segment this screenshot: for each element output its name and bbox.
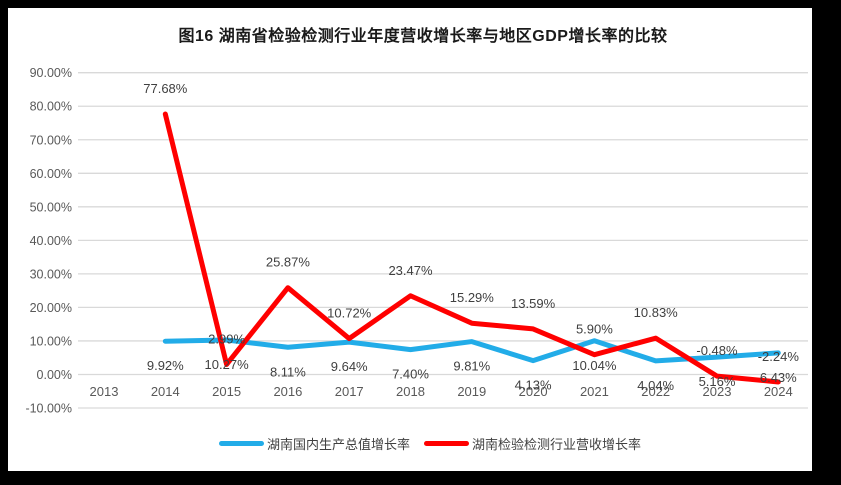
legend-line-swatch-gdp (218, 441, 264, 446)
legend-item-inspection: 湖南检验检测行业营收增长率 (424, 434, 641, 453)
legend-label-inspection: 湖南检验检测行业营收增长率 (472, 437, 642, 452)
legend-item-gdp: 湖南国内生产总值增长率 (218, 434, 410, 453)
legend-line-swatch-inspection (424, 441, 469, 446)
chart-title: 图16 湖南省检验检测行业年度营收增长率与地区GDP增长率的比较 (178, 28, 668, 45)
legend-label-gdp: 湖南国内生产总值增长率 (266, 437, 410, 452)
chart-panel: 图16 湖南省检验检测行业年度营收增长率与地区GDP增长率的比较 湖南国内生产总… (8, 8, 812, 471)
chart-legend: 湖南国内生产总值增长率 湖南检验检测行业营收增长率 (8, 434, 812, 453)
